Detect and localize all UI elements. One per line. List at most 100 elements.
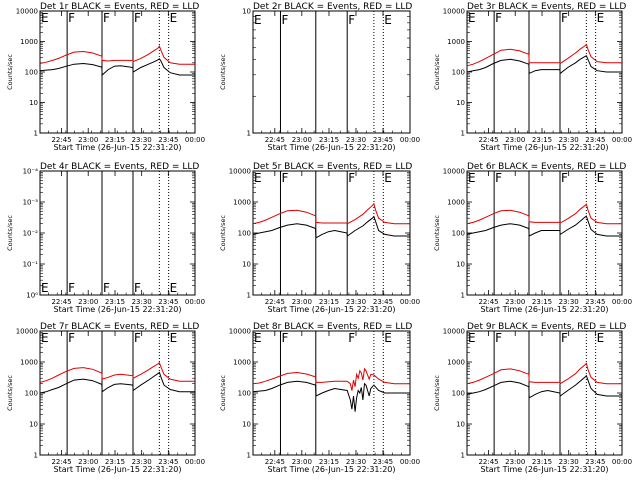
- panel-det-2: Det 2r BLACK = Events, RED = LLD 1 10 Count…: [219, 2, 420, 152]
- segment-marker: E: [254, 331, 262, 345]
- plot-frame: [39, 330, 196, 456]
- x-tick-label: 23:15: [105, 136, 125, 144]
- segment-marker: E: [597, 171, 605, 185]
- x-tick-label: 23:00: [78, 458, 98, 466]
- y-tick-label: 10000: [443, 328, 465, 336]
- x-tick-label: 00:00: [185, 136, 205, 144]
- panel-title: Det 2r BLACK = Events, RED = LLD: [253, 2, 412, 12]
- segment-marker: F: [281, 331, 288, 345]
- y-tick-label: 10000: [443, 8, 465, 16]
- panel-title: Det 8r BLACK = Events, RED = LLD: [253, 322, 412, 332]
- y-tick-label: 1: [34, 452, 38, 460]
- y-tick-label: 100: [238, 230, 251, 238]
- panel-det-3: Det 3r BLACK = Events, RED = LLD 1 10 100 10…: [433, 2, 632, 152]
- y-tick-label: 10: [242, 261, 251, 269]
- y-axis-label: Counts/sec: [6, 54, 14, 90]
- x-tick-label: 22:45: [51, 458, 71, 466]
- segment-marker: F: [134, 281, 141, 295]
- segment-marker: F: [495, 331, 502, 345]
- y-axis-label: Counts/sec: [433, 215, 441, 251]
- y-axis-label: Counts/sec: [433, 54, 441, 90]
- x-tick-label: 23:15: [532, 458, 552, 466]
- plot-frame: [466, 10, 623, 134]
- x-tick-label: 00:00: [612, 458, 632, 466]
- panel-title: Det 5r BLACK = Events, RED = LLD: [253, 162, 412, 172]
- y-axis-label: Counts/sec: [219, 54, 227, 90]
- x-tick-label: 23:00: [292, 298, 312, 306]
- segment-marker: E: [41, 11, 49, 25]
- y-tick-label: 100: [238, 390, 251, 398]
- x-tick-label: 22:45: [478, 136, 498, 144]
- panel-title: Det 3r BLACK = Events, RED = LLD: [467, 2, 626, 12]
- y-tick-label: 100: [25, 390, 38, 398]
- series-line-events: [466, 55, 622, 75]
- x-tick-label: 23:30: [132, 458, 152, 466]
- x-axis-label: Start Time (26-Jun-15 22:31:20): [268, 305, 396, 314]
- x-tick-label: 00:00: [185, 458, 205, 466]
- series-line-lld: [252, 367, 410, 391]
- segment-marker: E: [170, 11, 178, 25]
- y-tick-label: 10: [29, 421, 38, 429]
- segment-marker: F: [561, 11, 568, 25]
- segment-marker: F: [68, 281, 75, 295]
- x-axis-label: Start Time (26-Jun-15 22:31:20): [54, 465, 182, 474]
- x-tick-label: 23:30: [346, 136, 366, 144]
- x-tick-label: 23:30: [132, 136, 152, 144]
- y-tick-label: 10⁻²: [23, 230, 39, 238]
- segment-marker: E: [41, 281, 49, 295]
- y-tick-label: 1: [461, 130, 465, 138]
- y-tick-label: 10: [456, 261, 465, 269]
- x-tick-label: 23:45: [373, 458, 393, 466]
- x-tick-label: 23:15: [532, 298, 552, 306]
- y-tick-label: 10: [456, 421, 465, 429]
- x-tick-label: 22:45: [51, 136, 71, 144]
- x-tick-label: 23:45: [585, 458, 605, 466]
- y-tick-label: 10: [29, 99, 38, 107]
- x-axis-label: Start Time (26-Jun-15 22:31:20): [54, 143, 182, 152]
- x-tick-label: 23:00: [292, 458, 312, 466]
- panel-title: Det 9r BLACK = Events, RED = LLD: [467, 322, 626, 332]
- x-tick-label: 23:30: [346, 298, 366, 306]
- segment-marker: F: [134, 11, 141, 25]
- y-tick-label: 1000: [447, 199, 465, 207]
- plot-frame: [39, 170, 196, 296]
- y-axis-label: Counts/sec: [6, 215, 14, 251]
- y-tick-label: 10000: [16, 8, 38, 16]
- y-tick-label: 10⁻¹: [23, 261, 39, 269]
- segment-marker: F: [68, 331, 75, 345]
- panel-det-4: Det 4r BLACK = Events, RED = LLD 10⁰ 10⁻¹ 1…: [6, 162, 205, 314]
- panel-det-6: Det 6r BLACK = Events, RED = LLD 1 10 100 10…: [433, 162, 632, 314]
- panel-det-7: Det 7r BLACK = Events, RED = LLD 1 10 100 10…: [6, 322, 205, 474]
- series-line-events: [252, 215, 410, 239]
- panel-title: Det 7r BLACK = Events, RED = LLD: [40, 322, 199, 332]
- y-tick-label: 1: [247, 130, 251, 138]
- x-tick-label: 23:30: [559, 298, 579, 306]
- segment-marker: E: [468, 171, 476, 185]
- x-tick-label: 23:45: [585, 136, 605, 144]
- series-line-lld: [39, 361, 195, 383]
- segment-marker: E: [254, 171, 262, 185]
- x-tick-label: 23:00: [78, 136, 98, 144]
- plot-frame: [466, 330, 623, 456]
- segment-marker: F: [348, 331, 355, 345]
- x-tick-label: 23:00: [505, 458, 525, 466]
- segment-marker: F: [561, 171, 568, 185]
- x-tick-label: 22:45: [265, 298, 285, 306]
- plot-frame: [252, 10, 411, 134]
- y-tick-label: 1000: [447, 38, 465, 46]
- x-tick-label: 23:45: [373, 136, 393, 144]
- y-tick-label: 1: [461, 292, 465, 300]
- x-tick-label: 23:00: [292, 136, 312, 144]
- segment-marker: E: [468, 11, 476, 25]
- segment-marker: E: [384, 171, 392, 185]
- x-tick-label: 23:30: [559, 458, 579, 466]
- y-tick-label: 1000: [20, 359, 38, 367]
- panel-title: Det 4r BLACK = Events, RED = LLD: [40, 162, 199, 172]
- plot-frame: [39, 10, 196, 134]
- series-line-lld: [466, 203, 622, 225]
- y-tick-label: 10: [456, 99, 465, 107]
- y-tick-label: 1000: [233, 199, 251, 207]
- y-tick-label: 10⁰: [26, 292, 38, 300]
- y-tick-label: 1: [34, 130, 38, 138]
